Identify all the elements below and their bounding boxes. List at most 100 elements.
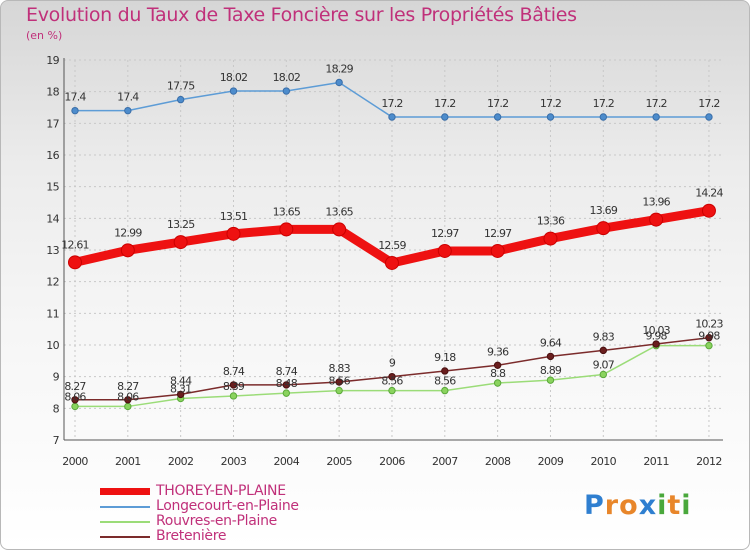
data-point-thorey-2001 — [120, 243, 135, 258]
legend-label-rouvres: Rouvres-en-Plaine — [156, 513, 277, 529]
data-label-breteniere-2006: 9 — [389, 357, 396, 370]
data-label-breteniere-2002: 8.44 — [170, 374, 192, 387]
data-point-rouvres-2006 — [388, 386, 396, 395]
x-tick-label-2007: 2007 — [432, 455, 458, 468]
data-point-longecourt-2012 — [705, 113, 713, 121]
data-point-thorey-2011 — [649, 212, 664, 227]
data-label-rouvres-2005: 8.56 — [329, 375, 351, 388]
data-label-breteniere-2004: 8.74 — [276, 365, 298, 378]
x-tick-label-2004: 2004 — [274, 455, 300, 468]
data-point-breteniere-2004 — [282, 381, 291, 389]
y-tick-label-11: 11 — [46, 307, 59, 320]
legend-swatch-rouvres — [100, 521, 150, 523]
data-point-breteniere-2008 — [493, 361, 502, 369]
data-point-thorey-2007 — [437, 243, 452, 258]
data-point-thorey-2012 — [701, 203, 716, 218]
y-tick-label-13: 13 — [46, 244, 59, 257]
data-point-breteniere-2003 — [229, 381, 238, 389]
data-label-longecourt-2005: 18.29 — [325, 62, 353, 75]
proxiti-logo: Proxiti — [584, 490, 692, 521]
data-point-rouvres-2004 — [282, 389, 291, 397]
data-point-rouvres-2001 — [124, 402, 132, 411]
data-label-thorey-2002: 13.25 — [167, 218, 195, 231]
data-label-thorey-2001: 12.99 — [114, 226, 142, 239]
logo-letter: o — [619, 490, 639, 521]
x-tick-label-2003: 2003 — [221, 455, 247, 468]
data-point-breteniere-2011 — [652, 340, 660, 348]
data-point-longecourt-2005 — [335, 78, 343, 87]
data-label-longecourt-2011: 17.2 — [645, 97, 666, 110]
x-tick-label-2011: 2011 — [643, 455, 669, 468]
logo-letter: x — [638, 490, 658, 521]
data-point-rouvres-2000 — [71, 402, 79, 411]
y-tick-label-15: 15 — [46, 181, 59, 194]
data-label-thorey-2000: 12.61 — [61, 238, 89, 251]
data-label-rouvres-2011: 9.98 — [645, 330, 667, 343]
data-label-thorey-2003: 13.51 — [220, 210, 248, 223]
data-point-longecourt-2010 — [599, 113, 607, 121]
data-label-breteniere-2001: 8.27 — [117, 380, 139, 393]
data-label-longecourt-2006: 17.2 — [381, 97, 402, 110]
data-label-thorey-2009: 13.36 — [537, 215, 565, 228]
data-label-longecourt-2003: 18.02 — [220, 71, 248, 84]
logo-letter: P — [584, 490, 605, 521]
data-point-longecourt-2011 — [652, 113, 660, 121]
data-label-longecourt-2000: 17.4 — [64, 91, 86, 104]
legend-swatch-longecourt — [100, 506, 150, 508]
data-label-breteniere-2012: 10.23 — [695, 318, 723, 331]
x-tick-label-2006: 2006 — [379, 455, 405, 468]
data-point-breteniere-2010 — [599, 346, 607, 355]
axes: 7 8 9 10 11 12 13 14 15 16 17 18 19 2000 2001 2002 2003 2… — [46, 54, 723, 468]
x-tick-label-2008: 2008 — [485, 455, 511, 468]
data-label-rouvres-2000: 8.06 — [64, 390, 86, 403]
chart-subtitle: (en %) — [26, 29, 63, 42]
logo-letter: t — [667, 490, 682, 521]
data-point-rouvres-2005 — [335, 386, 343, 395]
data-point-longecourt-2008 — [493, 113, 502, 121]
y-tick-label-8: 8 — [53, 402, 60, 415]
data-point-breteniere-2007 — [441, 367, 449, 375]
data-point-thorey-2010 — [596, 221, 611, 236]
data-point-thorey-2004 — [279, 222, 294, 237]
y-tick-label-7: 7 — [53, 434, 60, 447]
y-tick-label-9: 9 — [53, 371, 60, 384]
y-tick-label-16: 16 — [46, 149, 59, 162]
data-label-thorey-2012: 14.24 — [695, 187, 723, 200]
data-label-breteniere-2008: 9.36 — [487, 345, 509, 358]
data-point-breteniere-2000 — [71, 396, 79, 404]
data-point-longecourt-2009 — [546, 113, 555, 121]
data-point-rouvres-2010 — [599, 370, 607, 379]
data-label-breteniere-2009: 9.64 — [540, 336, 562, 349]
data-label-breteniere-2003: 8.74 — [223, 365, 245, 378]
data-label-thorey-2005: 13.65 — [325, 205, 353, 218]
data-label-longecourt-2012: 17.2 — [698, 97, 719, 110]
data-label-breteniere-2011: 10.03 — [642, 324, 670, 337]
data-label-breteniere-2005: 8.83 — [329, 362, 351, 375]
x-tick-label-2012: 2012 — [696, 455, 722, 468]
data-point-breteniere-2009 — [546, 352, 555, 361]
y-tick-label-14: 14 — [46, 212, 59, 225]
data-label-rouvres-2009: 8.89 — [540, 364, 562, 377]
data-label-longecourt-2004: 18.02 — [273, 71, 301, 84]
data-label-thorey-2011: 13.96 — [642, 196, 670, 209]
data-point-thorey-2000 — [68, 255, 82, 270]
data-label-longecourt-2002: 17.75 — [167, 80, 195, 93]
data-point-rouvres-2012 — [705, 341, 713, 350]
data-point-thorey-2006 — [384, 255, 399, 270]
data-point-rouvres-2003 — [229, 392, 238, 400]
series-lines — [68, 78, 716, 411]
data-point-longecourt-2001 — [124, 106, 132, 115]
data-point-rouvres-2007 — [441, 386, 449, 395]
legend-label-thorey: THOREY-EN-PLAINE — [156, 483, 286, 499]
data-label-longecourt-2001: 17.4 — [117, 91, 139, 104]
data-point-thorey-2009 — [543, 231, 558, 246]
y-tick-label-18: 18 — [46, 86, 59, 99]
data-label-longecourt-2007: 17.2 — [434, 97, 455, 110]
data-label-rouvres-2004: 8.48 — [276, 377, 298, 390]
data-label-rouvres-2008: 8.8 — [490, 367, 506, 380]
data-label-longecourt-2008: 17.2 — [487, 97, 508, 110]
x-tick-label-2002: 2002 — [168, 455, 194, 468]
legend-swatch-breteniere — [100, 536, 150, 538]
data-label-rouvres-2007: 8.56 — [434, 375, 456, 388]
